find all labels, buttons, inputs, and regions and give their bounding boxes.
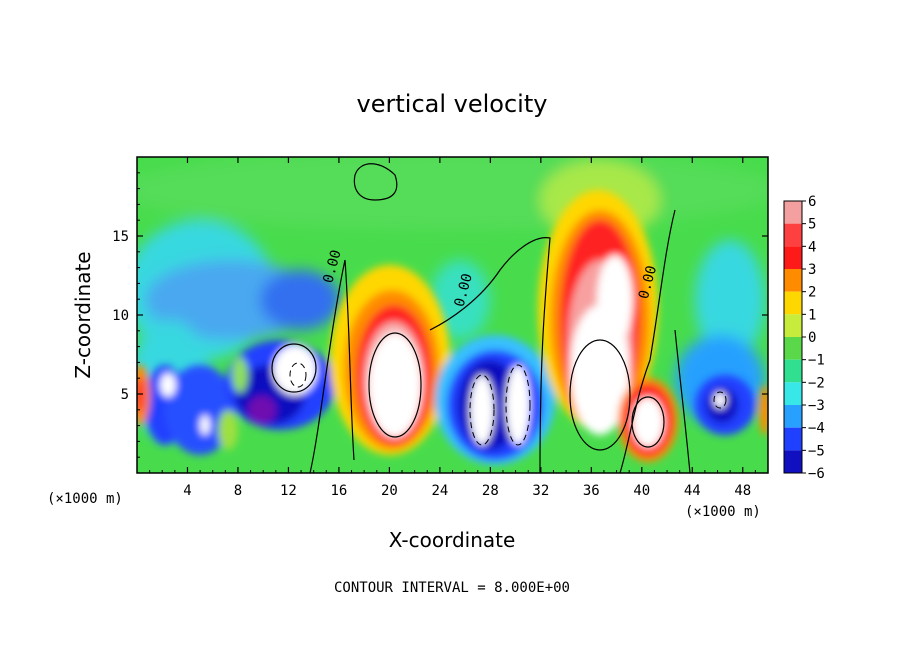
colorbar-swatch: [784, 291, 802, 315]
x-axis: 4 8 12 16 20 24 28 32 36 40 44 48: [149, 157, 756, 499]
x-tick-label: 16: [330, 483, 347, 499]
velocity-field: 0.000.00 0.00: [137, 157, 768, 473]
colorbar-label: −4: [808, 421, 825, 437]
x-tick-label: 8: [234, 483, 242, 499]
colorbar-label: −2: [808, 375, 825, 391]
colorbar-label: 4: [808, 239, 816, 255]
chart-title: vertical velocity: [357, 90, 548, 118]
x-tick-label: 28: [482, 483, 499, 499]
x-tick-label: 24: [431, 483, 448, 499]
colorbar-label: −1: [808, 353, 825, 369]
colorbar: 6 5 4 3 2 1 0 −1 −2 −3 −4 −5 −6: [783, 194, 825, 482]
colorbar-swatch: [784, 450, 802, 473]
colorbar-label: 0: [808, 330, 816, 346]
x-tick-label: 44: [684, 483, 701, 499]
colorbar-label: −5: [808, 443, 825, 459]
colorbar-label: 6: [808, 194, 816, 210]
colorbar-swatch: [784, 223, 802, 247]
x-tick-label: 20: [381, 483, 398, 499]
colorbar-swatch: [784, 382, 802, 405]
colorbar-swatch: [784, 246, 802, 269]
x-unit-left: (×1000 m): [47, 491, 123, 507]
x-tick-label: 40: [633, 483, 650, 499]
colorbar-swatch: [784, 337, 802, 360]
x-axis-label: X-coordinate: [389, 528, 516, 552]
colorbar-swatch: [784, 405, 802, 428]
y-tick-label: 5: [121, 387, 129, 403]
colorbar-swatch: [784, 427, 802, 451]
colorbar-label: 3: [808, 262, 816, 278]
colorbar-label: 2: [808, 285, 816, 301]
colorbar-label: −3: [808, 398, 825, 414]
y-axis: 5 10 15: [112, 172, 768, 458]
y-axis-label: Z-coordinate: [71, 251, 95, 378]
x-tick-label: 36: [583, 483, 600, 499]
x-tick-label: 32: [532, 483, 549, 499]
colorbar-swatch: [784, 359, 802, 383]
colorbar-label: 5: [808, 217, 816, 233]
y-tick-label: 10: [112, 308, 129, 324]
colorbar-label: −6: [808, 466, 825, 482]
x-tick-label: 4: [183, 483, 191, 499]
x-unit-right: (×1000 m): [685, 504, 761, 520]
x-tick-label: 48: [734, 483, 751, 499]
colorbar-swatch: [784, 269, 802, 292]
contour-interval-text: CONTOUR INTERVAL = 8.000E+00: [334, 580, 570, 596]
colorbar-label: 1: [808, 307, 816, 323]
x-tick-label: 12: [280, 483, 297, 499]
colorbar-swatch: [784, 201, 802, 224]
y-tick-label: 15: [112, 229, 129, 245]
colorbar-swatch: [784, 314, 802, 337]
